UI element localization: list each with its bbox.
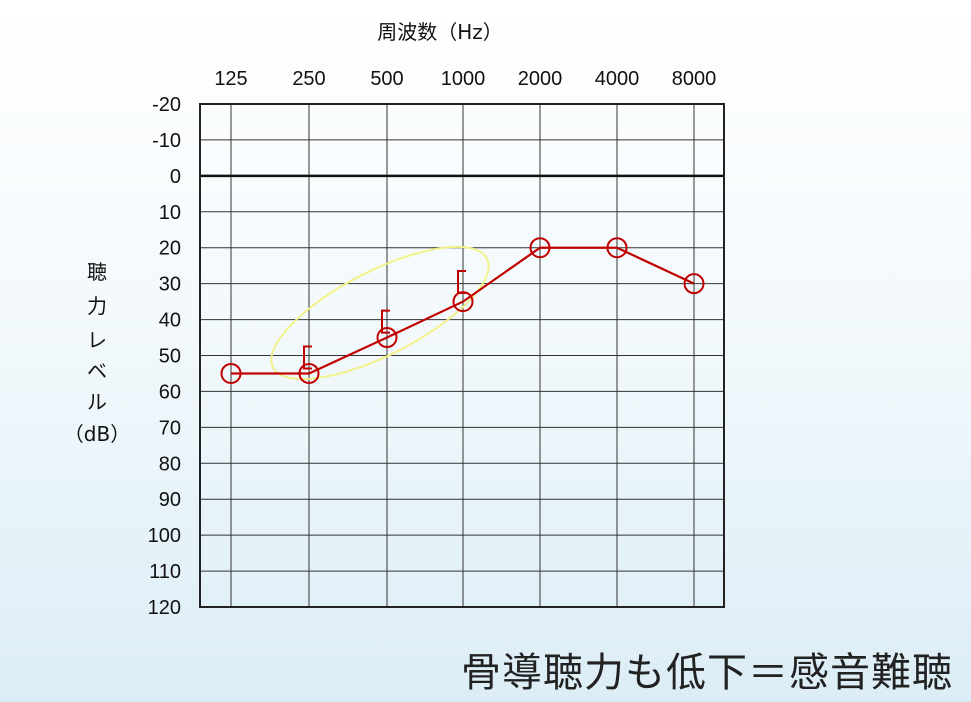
y-title-char-2: レ bbox=[87, 328, 107, 352]
air-point-4000 bbox=[606, 237, 628, 259]
y-title-char-1: 力 bbox=[87, 294, 107, 318]
series-layer bbox=[220, 237, 705, 384]
air-point-8000 bbox=[683, 273, 705, 295]
x-tick-4000: 4000 bbox=[595, 68, 640, 90]
x-tick-2000: 2000 bbox=[518, 68, 563, 90]
y-title-char-3: ベ bbox=[87, 359, 107, 383]
air-point-2000 bbox=[529, 237, 551, 259]
y-tick-90: 90 bbox=[159, 489, 181, 511]
y-tick-20: 20 bbox=[159, 238, 181, 260]
x-axis-title: 周波数（Hz） bbox=[377, 20, 503, 44]
y-tick-30: 30 bbox=[159, 274, 181, 296]
air-point-125 bbox=[220, 362, 242, 384]
bone-point-500 bbox=[381, 309, 390, 334]
air-point-500 bbox=[376, 327, 398, 349]
grid-lines bbox=[200, 103, 724, 608]
y-tick-0: 0 bbox=[170, 166, 181, 188]
air-conduction-line bbox=[231, 246, 695, 375]
caption: 骨導聴力も低下＝感音難聴 bbox=[461, 650, 953, 696]
y-title-char-0: 聴 bbox=[87, 260, 107, 284]
y-tick-120: 120 bbox=[148, 597, 181, 619]
highlight-ellipse-shape bbox=[270, 245, 490, 381]
y-tick-70: 70 bbox=[159, 417, 181, 439]
x-tick-250: 250 bbox=[292, 68, 325, 90]
bone-point-1000 bbox=[457, 270, 466, 295]
bone-point-250 bbox=[303, 345, 312, 370]
x-tick-8000: 8000 bbox=[672, 68, 717, 90]
x-tick-1000: 1000 bbox=[441, 68, 486, 90]
x-tick-125: 125 bbox=[214, 68, 247, 90]
y-tick-40: 40 bbox=[159, 310, 181, 332]
y-tick-110: 110 bbox=[149, 561, 181, 583]
y-tick--10: -10 bbox=[152, 130, 181, 152]
air-point-250 bbox=[298, 362, 320, 384]
y-title-char-5: （dB） bbox=[64, 422, 130, 446]
y-tick-10: 10 bbox=[159, 202, 181, 224]
y-tick-60: 60 bbox=[159, 381, 181, 403]
y-tick-100: 100 bbox=[148, 525, 181, 547]
y-title-char-4: ル bbox=[87, 390, 107, 414]
y-tick-50: 50 bbox=[159, 346, 181, 368]
y-tick-80: 80 bbox=[159, 453, 181, 475]
y-tick--20: -20 bbox=[152, 94, 181, 116]
x-tick-labels: 125 250 500 1000 2000 4000 8000 bbox=[214, 68, 716, 90]
audiogram-chart: 125 250 500 1000 2000 4000 8000 -20 -10 0 10 20 30 4… bbox=[64, 20, 725, 619]
highlight-ellipse bbox=[270, 245, 490, 381]
y-tick-labels: -20 -10 0 10 20 30 40 50 60 70 80 90 100 110 120 bbox=[148, 94, 181, 619]
plot-frame bbox=[199, 103, 725, 608]
x-tick-500: 500 bbox=[370, 68, 403, 90]
